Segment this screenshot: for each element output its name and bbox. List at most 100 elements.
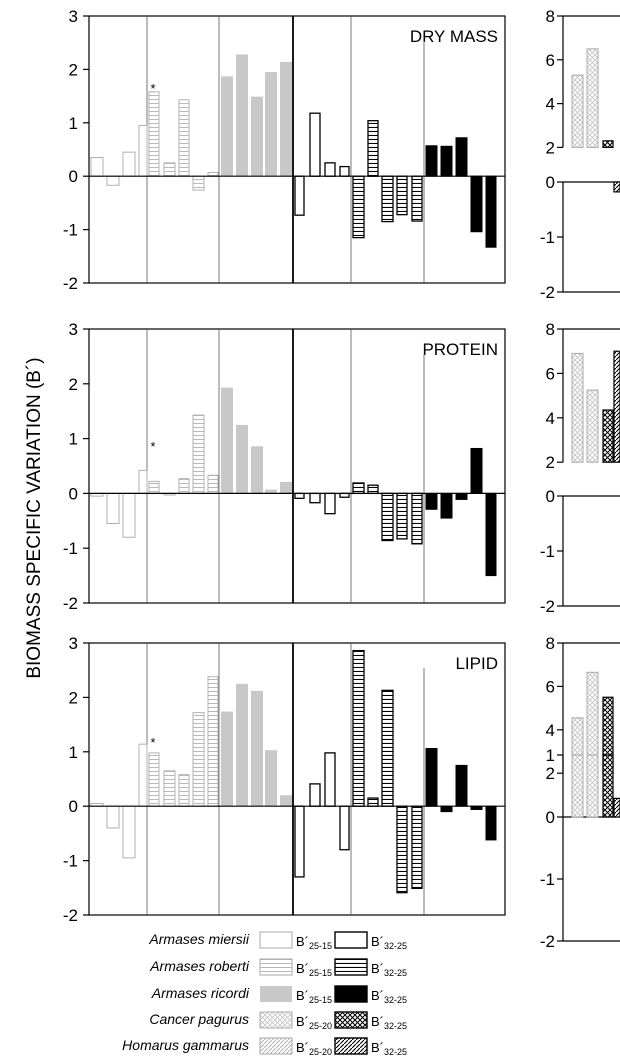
panel-title-dry-mass: DRY MASS	[410, 27, 498, 46]
y-tick-label: 8	[546, 320, 555, 339]
left-panel-protein: PROTEIN *	[150, 340, 498, 454]
bar	[470, 175, 483, 233]
bar	[148, 752, 160, 807]
left-panel-lipid: LIPID *	[150, 654, 498, 750]
y-tick-label: -1	[540, 228, 555, 247]
y-tick-label: 0	[69, 484, 78, 503]
bar	[251, 96, 263, 177]
bar	[352, 649, 365, 807]
bar	[411, 175, 423, 222]
legend-label: B´32-25	[371, 988, 407, 1005]
bar	[571, 74, 584, 148]
legend-label: B´32-25	[371, 1040, 407, 1057]
legend-label: B´25-20	[296, 1040, 332, 1057]
y-tick-label: -2	[63, 594, 78, 613]
y-tick-label: -1	[63, 852, 78, 871]
y-tick-label: 2	[69, 688, 78, 707]
legend-swatch	[334, 1037, 368, 1055]
legend-swatch	[334, 931, 368, 949]
bar	[265, 489, 277, 494]
bar	[324, 752, 336, 807]
asterisk-marker: *	[150, 81, 155, 96]
y-tick-label: 0	[546, 173, 555, 192]
legend-swatch	[260, 986, 292, 1002]
bar	[309, 783, 321, 807]
y-tick-label: -1	[540, 542, 555, 561]
bar	[440, 805, 453, 813]
y-tick-label: 3	[69, 7, 78, 26]
y-tick-label: 1	[546, 746, 555, 765]
bar	[207, 474, 219, 494]
y-tick-label: -1	[63, 221, 78, 240]
plot-frame	[88, 15, 506, 284]
bar	[192, 175, 205, 191]
asterisk-marker: *	[150, 735, 155, 750]
y-tick-label: -1	[63, 539, 78, 558]
bar	[163, 162, 176, 177]
bar	[425, 748, 438, 807]
bar	[280, 481, 292, 494]
legend-label: B´32-25	[371, 1014, 407, 1031]
legend-species-0: Armases miersii	[148, 931, 249, 947]
bar	[440, 145, 453, 177]
bar	[221, 76, 233, 177]
y-tick-label: 1	[69, 743, 78, 762]
bar	[367, 484, 379, 495]
legend-swatch	[334, 958, 368, 976]
bar	[280, 795, 292, 807]
legend: Armases miersii Armases roberti Armases …	[122, 931, 407, 1057]
plot-frame	[88, 328, 506, 604]
bar	[455, 492, 468, 500]
bar	[339, 805, 350, 851]
bar	[309, 112, 321, 177]
y-tick-label: 0	[69, 797, 78, 816]
bars-layer: 3210-1-23210-1-23210-1-286420-1-286420-1…	[63, 7, 620, 951]
bar	[207, 676, 219, 807]
bar-lower-part	[571, 754, 584, 818]
legend-label: B´25-15	[296, 961, 332, 978]
y-tick-label: 6	[546, 364, 555, 383]
legend-swatch	[334, 1011, 368, 1029]
legend-species-2: Armases ricordi	[151, 985, 250, 1001]
y-tick-label: -2	[63, 906, 78, 925]
y-tick-label: 8	[546, 7, 555, 26]
bar	[192, 414, 205, 494]
legend-swatch	[259, 958, 293, 976]
bar	[122, 151, 136, 177]
asterisk-marker: *	[150, 439, 155, 454]
bar	[221, 387, 233, 494]
bar	[602, 140, 614, 149]
bar	[192, 712, 205, 807]
y-tick-label: -2	[63, 274, 78, 293]
legend-swatch	[259, 1011, 293, 1029]
bar	[148, 91, 160, 177]
bar	[106, 805, 120, 829]
bar	[455, 137, 468, 177]
y-tick-label: -2	[540, 283, 555, 302]
y-tick-label: 0	[546, 808, 555, 827]
bar	[265, 72, 277, 177]
bar	[396, 805, 408, 894]
bar	[571, 352, 584, 463]
bar	[138, 469, 148, 494]
bar	[396, 175, 408, 216]
bar	[352, 482, 365, 495]
bar	[90, 157, 104, 177]
bar	[294, 492, 305, 499]
bar	[178, 478, 190, 494]
bar	[485, 175, 497, 248]
bar	[613, 181, 620, 193]
y-tick-label: 2	[546, 764, 555, 783]
bar-lower-part	[602, 754, 614, 818]
y-tick-label: 0	[69, 167, 78, 186]
bar	[178, 774, 190, 807]
legend-swatch	[259, 1037, 293, 1055]
y-axis-label: BIOMASS SPECIFIC VARIATION (B´)	[24, 357, 45, 678]
bar	[411, 805, 423, 889]
bar	[586, 48, 599, 148]
bar	[485, 805, 497, 841]
panel-title-protein: PROTEIN	[422, 340, 498, 359]
y-tick-label: 2	[69, 375, 78, 394]
y-tick-label: 8	[546, 634, 555, 653]
